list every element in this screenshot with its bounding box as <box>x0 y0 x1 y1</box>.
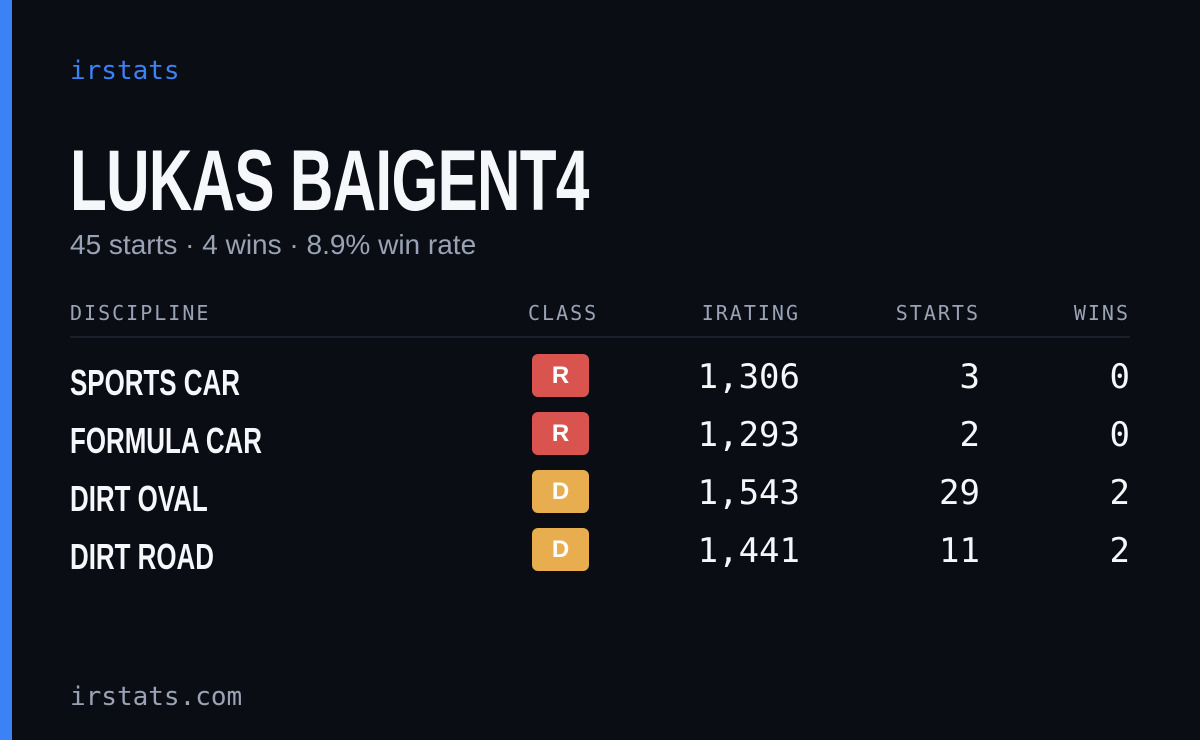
wins: 0 <box>1109 357 1130 397</box>
irating: 1,441 <box>697 531 800 571</box>
player-summary: 45 starts · 4 wins · 8.9% win rate <box>70 229 477 260</box>
discipline: DIRT OVAL <box>70 478 208 519</box>
starts: 3 <box>959 357 980 397</box>
brand: irstats <box>70 56 180 86</box>
class-badge: R <box>532 412 589 455</box>
starts: 11 <box>939 531 980 571</box>
column-header: STARTS <box>895 301 980 325</box>
accent-bar <box>0 0 12 740</box>
irating: 1,543 <box>697 473 800 513</box>
wins: 2 <box>1109 473 1130 513</box>
column-header: WINS <box>1073 301 1130 325</box>
discipline: SPORTS CAR <box>70 362 240 403</box>
footer-url: irstats.com <box>70 682 243 712</box>
wins: 0 <box>1109 415 1130 455</box>
class-badge: D <box>532 470 589 513</box>
column-header: IRATING <box>701 301 800 325</box>
class-badge: D <box>532 528 589 571</box>
player-name: LUKAS BAIGENT4 <box>70 133 589 229</box>
column-header: CLASS <box>528 301 599 325</box>
discipline: DIRT ROAD <box>70 536 214 577</box>
discipline: FORMULA CAR <box>70 420 262 461</box>
irating: 1,293 <box>697 415 800 455</box>
irating: 1,306 <box>697 357 800 397</box>
starts: 29 <box>939 473 980 513</box>
starts: 2 <box>959 415 980 455</box>
column-header: DISCIPLINE <box>70 301 211 325</box>
class-badge: R <box>532 354 589 397</box>
header-rule <box>70 336 1130 338</box>
wins: 2 <box>1109 531 1130 571</box>
